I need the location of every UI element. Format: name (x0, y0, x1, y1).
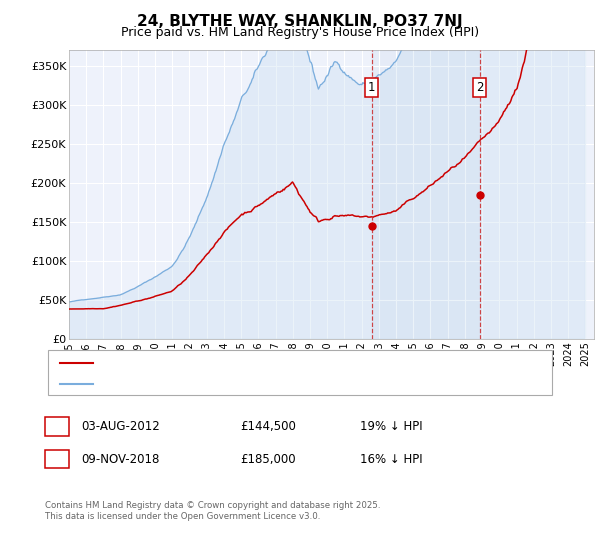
Text: £144,500: £144,500 (240, 420, 296, 433)
Text: 03-AUG-2012: 03-AUG-2012 (81, 420, 160, 433)
Text: HPI: Average price, semi-detached house, Isle of Wight: HPI: Average price, semi-detached house,… (100, 379, 387, 389)
Text: 2: 2 (53, 452, 61, 466)
Text: 2: 2 (476, 81, 483, 94)
Text: 16% ↓ HPI: 16% ↓ HPI (360, 452, 422, 466)
Text: 1: 1 (368, 81, 376, 94)
Text: 19% ↓ HPI: 19% ↓ HPI (360, 420, 422, 433)
Text: Price paid vs. HM Land Registry's House Price Index (HPI): Price paid vs. HM Land Registry's House … (121, 26, 479, 39)
Text: £185,000: £185,000 (240, 452, 296, 466)
Text: 24, BLYTHE WAY, SHANKLIN, PO37 7NJ: 24, BLYTHE WAY, SHANKLIN, PO37 7NJ (137, 14, 463, 29)
Text: Contains HM Land Registry data © Crown copyright and database right 2025.
This d: Contains HM Land Registry data © Crown c… (45, 501, 380, 521)
Text: 09-NOV-2018: 09-NOV-2018 (81, 452, 160, 466)
Text: 24, BLYTHE WAY, SHANKLIN, PO37 7NJ (semi-detached house): 24, BLYTHE WAY, SHANKLIN, PO37 7NJ (semi… (100, 357, 422, 367)
Text: 1: 1 (53, 420, 61, 433)
Bar (371, 50, 479, 339)
